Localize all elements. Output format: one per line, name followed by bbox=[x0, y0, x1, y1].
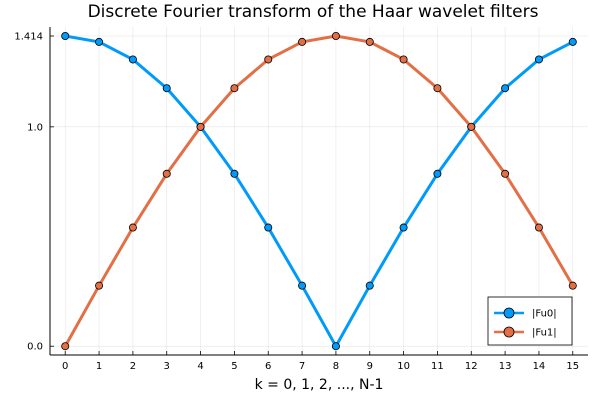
data-point-0-13 bbox=[501, 84, 510, 93]
data-point-1-8 bbox=[331, 31, 340, 40]
data-point-1-6 bbox=[264, 55, 273, 64]
series-line-1 bbox=[63, 34, 575, 348]
x-tick-label-2: 2 bbox=[130, 361, 136, 372]
data-point-1-2 bbox=[128, 223, 137, 232]
data-point-1-4 bbox=[196, 122, 205, 131]
data-point-0-11 bbox=[433, 169, 442, 178]
x-tick-label-4: 4 bbox=[197, 361, 203, 372]
legend-label-0: |Fu0| bbox=[532, 309, 557, 320]
y-tick-label-0: 0.0 bbox=[27, 342, 43, 353]
data-point-0-10 bbox=[399, 223, 408, 232]
data-point-0-5 bbox=[230, 169, 239, 178]
data-point-1-14 bbox=[534, 223, 543, 232]
data-point-1-15 bbox=[568, 281, 577, 290]
x-tick-label-15: 15 bbox=[566, 361, 579, 372]
x-axis-label: k = 0, 1, 2, ..., N-1 bbox=[255, 377, 384, 393]
data-point-0-7 bbox=[298, 281, 307, 290]
legend-label-1: |Fu1| bbox=[532, 328, 557, 339]
y-tick-label-2: 1.414 bbox=[14, 31, 43, 42]
data-point-0-9 bbox=[365, 281, 374, 290]
data-point-1-10 bbox=[399, 55, 408, 64]
data-point-1-0 bbox=[61, 342, 70, 351]
data-point-1-9 bbox=[365, 37, 374, 46]
series-layer bbox=[61, 31, 577, 351]
data-point-1-5 bbox=[230, 84, 239, 93]
x-tick-label-9: 9 bbox=[367, 361, 373, 372]
data-point-0-6 bbox=[264, 223, 273, 232]
y-tick-label-1: 1.0 bbox=[27, 122, 43, 133]
x-tick-label-13: 13 bbox=[499, 361, 512, 372]
x-tick-label-12: 12 bbox=[465, 361, 478, 372]
legend-marker-1 bbox=[503, 326, 515, 338]
data-point-1-13 bbox=[501, 169, 510, 178]
x-tick-label-6: 6 bbox=[265, 361, 271, 372]
series-line-0 bbox=[63, 34, 575, 348]
data-point-1-1 bbox=[95, 281, 104, 290]
data-point-0-1 bbox=[95, 37, 104, 46]
x-tick-label-7: 7 bbox=[299, 361, 305, 372]
x-tick-label-14: 14 bbox=[533, 361, 546, 372]
data-point-1-3 bbox=[162, 169, 171, 178]
tick-labels: 0 1 2 3 4 5 6 7 8 9 10 11 12 13 14 150.01.01.414 bbox=[14, 31, 579, 372]
axes bbox=[49, 27, 588, 356]
data-point-1-12 bbox=[467, 122, 476, 131]
chart-title: Discrete Fourier transform of the Haar w… bbox=[88, 2, 539, 22]
data-point-0-14 bbox=[534, 55, 543, 64]
data-point-0-0 bbox=[61, 31, 70, 40]
x-tick-label-10: 10 bbox=[397, 361, 410, 372]
x-tick-label-3: 3 bbox=[164, 361, 170, 372]
legend: |Fu0| |Fu1| bbox=[487, 296, 573, 346]
data-point-0-2 bbox=[128, 55, 137, 64]
data-point-0-8 bbox=[331, 342, 340, 351]
x-tick-label-11: 11 bbox=[431, 361, 444, 372]
x-tick-label-1: 1 bbox=[96, 361, 102, 372]
data-point-0-15 bbox=[568, 37, 577, 46]
legend-marker-0 bbox=[503, 307, 515, 319]
x-tick-label-0: 0 bbox=[62, 361, 68, 372]
data-point-0-3 bbox=[162, 84, 171, 93]
series-1 bbox=[61, 31, 577, 351]
data-point-1-11 bbox=[433, 84, 442, 93]
x-tick-label-5: 5 bbox=[231, 361, 237, 372]
legend-box bbox=[487, 296, 573, 346]
x-tick-label-8: 8 bbox=[333, 361, 339, 372]
data-point-1-7 bbox=[298, 37, 307, 46]
